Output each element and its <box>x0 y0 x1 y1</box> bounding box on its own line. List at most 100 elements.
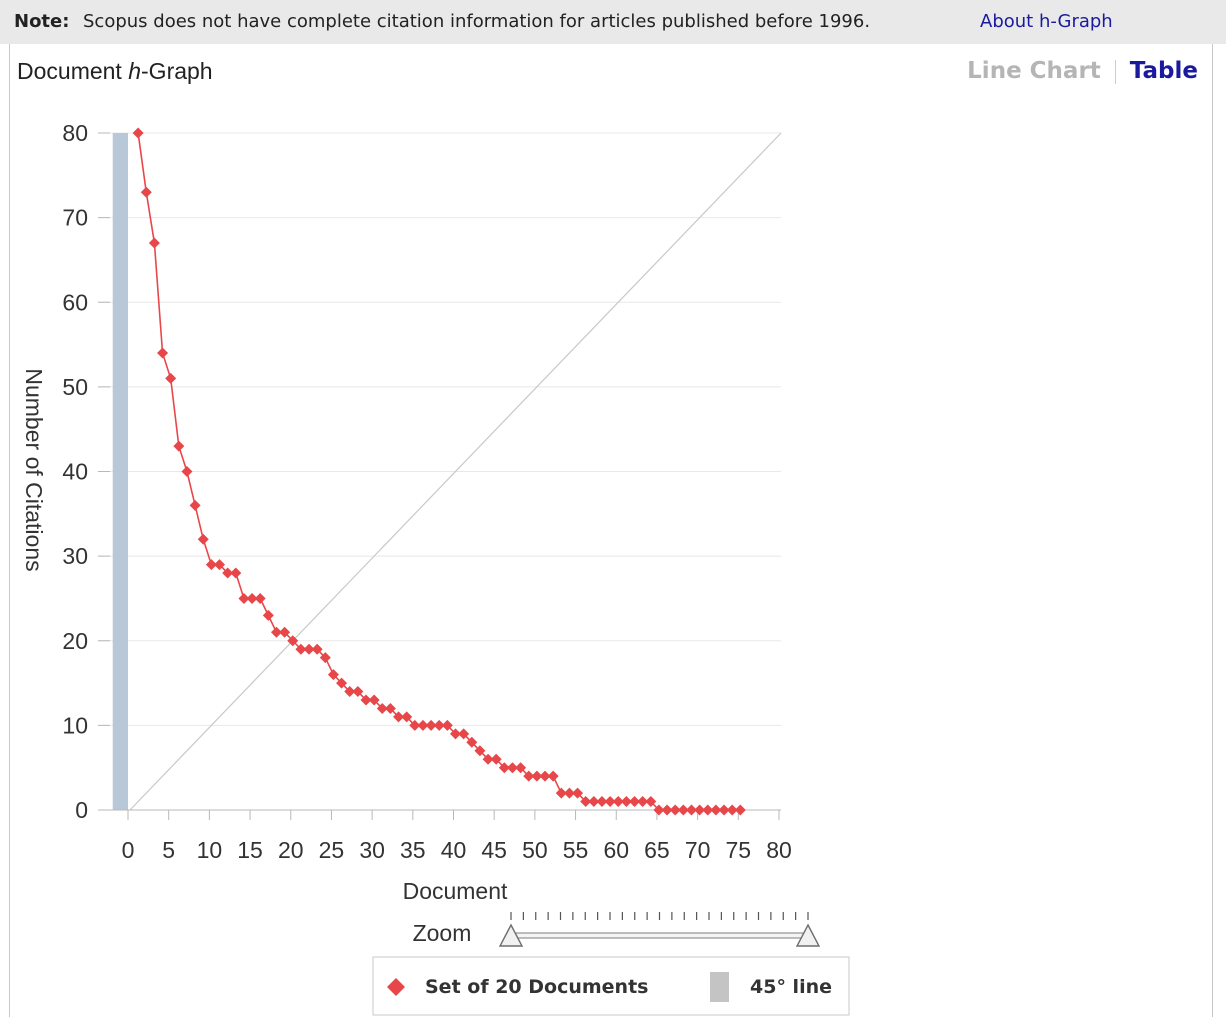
data-point <box>181 466 193 477</box>
data-point <box>295 643 307 655</box>
x-tick-label: 15 <box>237 837 263 863</box>
x-tick-label: 40 <box>441 837 467 863</box>
line-chart-option[interactable]: Line Chart <box>967 58 1101 84</box>
data-point <box>344 686 356 698</box>
panel-title-suffix: -Graph <box>141 58 213 84</box>
data-point <box>555 787 567 799</box>
data-point <box>384 702 396 714</box>
data-point <box>222 567 234 579</box>
x-tick-label: 35 <box>400 837 426 863</box>
data-point <box>563 787 575 799</box>
data-point <box>506 762 518 774</box>
zoom-label: Zoom <box>413 920 472 946</box>
h-graph-panel <box>9 44 1213 1017</box>
data-point <box>336 677 348 689</box>
legend-diamond-icon <box>387 978 405 996</box>
x-axis-title: Document <box>403 878 508 904</box>
data-point <box>466 736 478 748</box>
data-point <box>173 440 185 452</box>
data-point <box>262 609 274 621</box>
grid-layer <box>98 132 781 811</box>
data-point <box>474 745 486 757</box>
data-point <box>604 796 616 808</box>
panel-title: Document h-Graph <box>17 58 213 85</box>
data-point <box>441 719 453 731</box>
data-point <box>612 796 624 808</box>
zoom-control: Zoom <box>413 912 821 947</box>
about-h-graph-link[interactable]: About h-Graph <box>980 11 1113 32</box>
data-point <box>547 770 559 782</box>
data-point <box>702 804 714 816</box>
data-point <box>246 592 258 604</box>
data-point <box>433 719 445 731</box>
panel-title-italic: h <box>128 58 142 84</box>
h-index-bar <box>112 133 128 810</box>
x-tick-label: 80 <box>766 837 792 863</box>
y-tick-label: 50 <box>62 374 88 400</box>
x-tick-label: 65 <box>644 837 670 863</box>
zoom-track <box>510 932 809 939</box>
data-point <box>531 770 543 782</box>
data-point <box>677 804 689 816</box>
data-point <box>165 372 177 384</box>
data-point <box>661 804 673 816</box>
y-tick-label: 10 <box>62 712 88 738</box>
data-point <box>311 643 323 655</box>
data-point <box>637 796 649 808</box>
data-point <box>539 770 551 782</box>
zoom-handle-right[interactable] <box>795 923 821 947</box>
data-point <box>189 499 201 511</box>
data-point <box>140 186 152 198</box>
diagonal-layer <box>129 132 782 811</box>
y-tick-label: 70 <box>62 205 88 231</box>
data-point <box>157 347 169 359</box>
x-tick-label: 0 <box>122 837 135 863</box>
note-bar: Note: Scopus does not have complete cita… <box>0 0 1226 44</box>
data-point <box>303 643 315 655</box>
data-point <box>238 592 250 604</box>
data-point <box>596 796 608 808</box>
data-point <box>490 753 502 765</box>
axis-layer: 0 10 20 30 40 50 60 70 80 0 5 10 15 20 25 30 35 40 45 50 55 6… <box>62 120 791 863</box>
data-point <box>197 533 209 545</box>
data-point <box>588 796 600 808</box>
y-tick-label: 30 <box>62 543 88 569</box>
data-point <box>645 796 657 808</box>
x-tick-label: 50 <box>522 837 548 863</box>
y-tick-label: 40 <box>62 459 88 485</box>
x-tick-label: 30 <box>359 837 385 863</box>
data-point <box>629 796 641 808</box>
data-point <box>254 592 266 604</box>
data-point <box>710 804 722 816</box>
data-point <box>515 762 527 774</box>
data-point <box>669 804 681 816</box>
legend: Set of 20 Documents 45° line <box>372 956 850 1016</box>
legend-45-line-label: 45° line <box>750 976 832 998</box>
data-point <box>580 796 592 808</box>
legend-45-line-icon <box>710 972 729 1002</box>
data-point <box>352 686 364 698</box>
data-point <box>685 804 697 816</box>
series-layer <box>132 127 746 816</box>
table-option[interactable]: Table <box>1129 58 1198 84</box>
y-tick-label: 60 <box>62 289 88 315</box>
data-point <box>523 770 535 782</box>
zoom-handle-left[interactable] <box>498 923 524 947</box>
data-point <box>482 753 494 765</box>
data-point <box>214 559 226 571</box>
x-tick-label: 60 <box>603 837 629 863</box>
data-point <box>409 719 421 731</box>
y-axis-title: Number of Citations <box>21 368 47 571</box>
data-point <box>132 127 144 139</box>
data-point <box>279 626 291 638</box>
data-point <box>393 711 405 723</box>
x-tick-label: 45 <box>481 837 507 863</box>
data-point <box>417 719 429 731</box>
h-bar-layer <box>112 133 128 810</box>
y-tick-label: 0 <box>75 797 88 823</box>
note-label: Note: <box>14 11 70 32</box>
y-tick-label: 80 <box>62 120 88 146</box>
x-tick-label: 10 <box>197 837 223 863</box>
data-point <box>653 804 665 816</box>
data-point <box>726 804 738 816</box>
